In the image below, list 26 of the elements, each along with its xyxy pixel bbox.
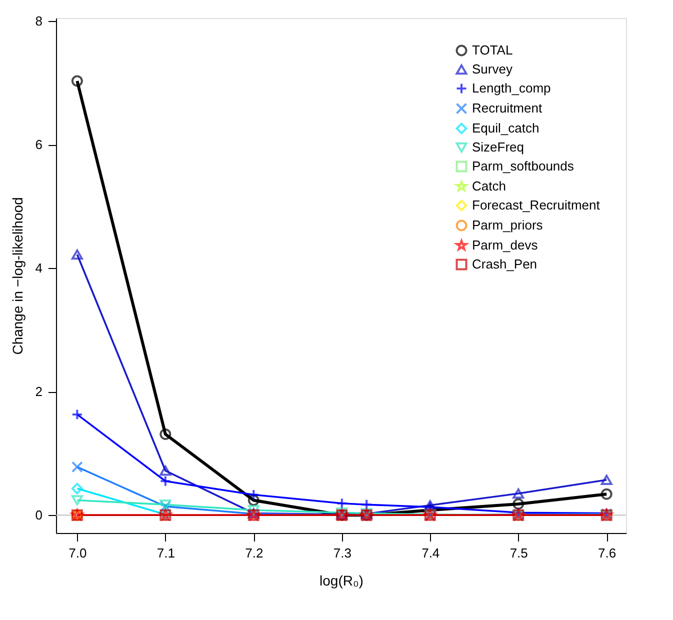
legend-label: Parm_softbounds [472, 158, 574, 174]
legend-label: Crash_Pen [472, 256, 538, 272]
legend-label: Forecast_Recruitment [472, 198, 600, 212]
y-tick-label: 0 [35, 508, 42, 523]
y-tick-label: 4 [35, 260, 42, 276]
legend-label: SizeFreq [472, 140, 524, 154]
legend-label: TOTAL [472, 42, 513, 58]
legend-label: Catch [472, 178, 506, 194]
x-tick-label: 7.3 [333, 546, 352, 560]
legend-label: Parm_devs [472, 238, 538, 252]
x-tick-label: 7.2 [245, 546, 264, 560]
x-tick-label: 7.1 [156, 546, 175, 560]
y-axis-title: Change in −log-likelihood [9, 197, 26, 355]
x-tick-label: 7.4 [422, 546, 440, 560]
x-tick-label: 7.0 [68, 546, 87, 560]
x-tick-label: 7.6 [598, 546, 616, 560]
x-axis-title: log(R₀) [320, 572, 364, 588]
legend-label: Parm_priors [472, 218, 544, 232]
y-tick-label: 8 [35, 14, 42, 29]
legend-label: Length_comp [472, 80, 551, 96]
legend-label: Survey [472, 62, 513, 76]
x-tick-label: 7.5 [510, 546, 528, 560]
legend-label: Recruitment [472, 100, 542, 116]
legend-label: Equil_catch [472, 120, 540, 136]
y-tick-label: 6 [35, 137, 42, 152]
y-tick-label: 2 [35, 384, 42, 400]
